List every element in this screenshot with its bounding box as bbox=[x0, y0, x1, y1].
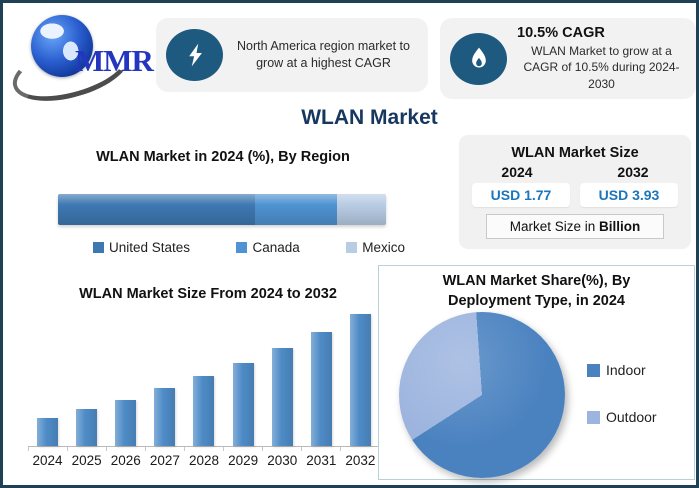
x-tick bbox=[107, 447, 146, 451]
legend-swatch bbox=[587, 410, 600, 424]
x-tick bbox=[302, 447, 341, 451]
lightning-icon bbox=[166, 29, 223, 81]
lightning-callout-text: North America region market to grow at a… bbox=[237, 39, 410, 70]
pie-chart-title: WLAN Market Share(%), By Deployment Type… bbox=[442, 273, 631, 309]
legend-label: Canada bbox=[252, 240, 300, 255]
x-tick bbox=[28, 447, 68, 451]
market-size-note-prefix: Market Size in bbox=[509, 219, 600, 234]
legend-label: United States bbox=[109, 240, 191, 255]
lightning-callout: North America region market to grow at a… bbox=[156, 18, 428, 92]
x-tick bbox=[68, 447, 107, 451]
legend-label: Mexico bbox=[362, 240, 405, 255]
x-tick-label: 2024 bbox=[32, 453, 63, 468]
x-tick bbox=[224, 447, 263, 451]
legend-label: Indoor bbox=[606, 362, 646, 378]
bar-2029 bbox=[232, 363, 254, 446]
x-tick bbox=[263, 447, 302, 451]
legend-swatch bbox=[587, 363, 600, 377]
x-tick-label: 2026 bbox=[110, 453, 141, 468]
bar-2028 bbox=[193, 376, 215, 446]
legend-item-canada: Canada bbox=[236, 240, 300, 255]
legend-label: Outdoor bbox=[606, 409, 657, 425]
x-tick bbox=[146, 447, 185, 451]
pie-chart-panel: WLAN Market Share(%), By Deployment Type… bbox=[378, 265, 695, 480]
globe-icon bbox=[31, 15, 93, 77]
market-size-years: 2024 2032 bbox=[459, 164, 691, 180]
region-segment-mexico bbox=[336, 194, 386, 225]
x-tick-label: 2030 bbox=[267, 453, 298, 468]
bar-2025 bbox=[76, 409, 98, 446]
x-tick-label: 2028 bbox=[188, 453, 220, 468]
bar-2032 bbox=[349, 314, 371, 446]
mmr-logo: MMR bbox=[5, 9, 163, 113]
cagr-text: WLAN Market to grow at a CAGR of 10.5% d… bbox=[523, 44, 680, 91]
x-tick bbox=[185, 447, 224, 451]
market-size-year-start: 2024 bbox=[501, 164, 533, 180]
market-size-panel: WLAN Market Size 2024 2032 USD 1.77 USD … bbox=[459, 135, 691, 249]
bar-2026 bbox=[115, 400, 137, 446]
region-stacked-bar bbox=[58, 194, 386, 225]
page-title: WLAN Market bbox=[301, 106, 438, 129]
market-size-title: WLAN Market Size bbox=[511, 145, 639, 161]
bar-2027 bbox=[154, 388, 176, 446]
market-size-note-unit: Billion bbox=[599, 219, 641, 234]
region-legend: United States Canada Mexico bbox=[93, 240, 405, 255]
x-tick-label: 2032 bbox=[345, 453, 376, 468]
region-segment-united-states bbox=[58, 194, 255, 225]
bar-2031 bbox=[310, 332, 332, 446]
legend-item-outdoor: Outdoor bbox=[587, 409, 657, 425]
x-tick bbox=[341, 447, 380, 451]
region-chart-title: WLAN Market in 2024 (%), By Region bbox=[96, 149, 350, 165]
legend-swatch bbox=[236, 242, 248, 253]
legend-item-mexico: Mexico bbox=[346, 240, 405, 255]
region-segment-canada bbox=[254, 194, 337, 225]
mmr-logo-text: MMR bbox=[75, 43, 154, 78]
cagr-heading: 10.5% CAGR bbox=[517, 25, 605, 42]
market-size-note: Market Size in Billion bbox=[486, 214, 664, 239]
legend-swatch bbox=[346, 242, 358, 253]
legend-item-united-states: United States bbox=[93, 240, 190, 255]
deployment-pie-chart bbox=[399, 312, 565, 478]
market-size-values: USD 1.77 USD 3.93 bbox=[459, 183, 691, 207]
x-tick-label: 2031 bbox=[306, 453, 337, 468]
x-axis-labels: 2024 2025 2026 2027 2028 2029 2030 2031 2032 bbox=[28, 453, 380, 468]
bar-2024 bbox=[37, 418, 59, 446]
bar-2030 bbox=[271, 348, 293, 446]
cagr-callout-body: 10.5% CAGR WLAN Market to grow at a CAGR… bbox=[507, 25, 696, 92]
x-tick-label: 2025 bbox=[71, 453, 102, 468]
yearly-bar-chart bbox=[28, 309, 380, 447]
market-size-value-start: USD 1.77 bbox=[472, 183, 570, 207]
flame-icon bbox=[450, 32, 507, 85]
cagr-callout: 10.5% CAGR WLAN Market to grow at a CAGR… bbox=[440, 18, 696, 99]
market-size-year-end: 2032 bbox=[617, 164, 649, 180]
yearly-chart-title: WLAN Market Size From 2024 to 2032 bbox=[79, 286, 337, 302]
market-size-value-end: USD 3.93 bbox=[580, 183, 678, 207]
x-tick-label: 2027 bbox=[149, 453, 180, 468]
x-tick-label: 2029 bbox=[228, 453, 259, 468]
legend-swatch bbox=[93, 242, 104, 253]
x-axis-ticks bbox=[28, 447, 380, 451]
pie-legend: Indoor Outdoor bbox=[587, 362, 657, 425]
legend-item-indoor: Indoor bbox=[587, 362, 657, 378]
